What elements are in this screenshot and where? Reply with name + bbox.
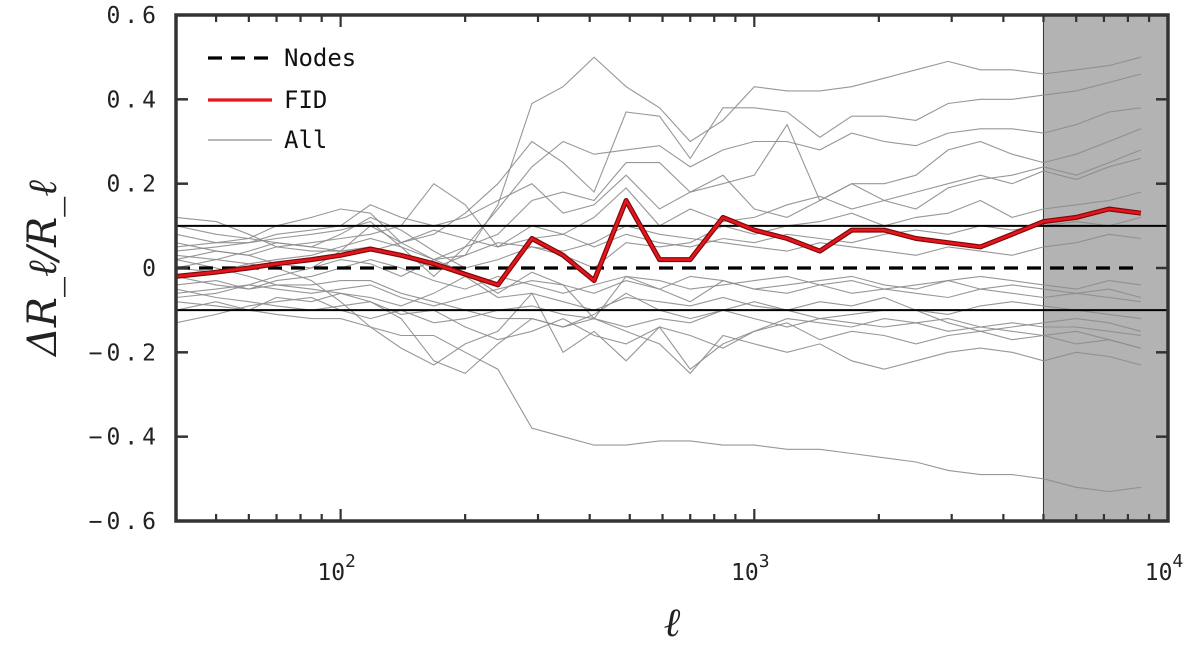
x-axis-label: ℓ xyxy=(664,600,681,646)
fid-line xyxy=(176,199,1142,287)
all-curve-line xyxy=(176,259,1142,375)
x-tick-label: 102 xyxy=(317,551,356,586)
plot-area xyxy=(176,15,1168,521)
all-curve-line xyxy=(176,275,1141,320)
y-tick-label: 0.4 xyxy=(106,87,160,113)
all-curve-line xyxy=(176,254,1141,370)
y-tick-label: −0.6 xyxy=(89,509,160,535)
y-tick-label: 0 xyxy=(142,256,160,282)
legend-label-all: All xyxy=(284,126,327,154)
all-curve-line xyxy=(176,288,1142,349)
legend-label-fid: FID xyxy=(284,86,327,114)
axis-labels: ℓ ΔR_ℓ/R_ℓ xyxy=(20,180,681,646)
legend-label-nodes: Nodes xyxy=(284,44,356,72)
y-tick-label: −0.4 xyxy=(89,425,160,451)
all-curve-line xyxy=(176,275,1141,307)
legend: Nodes FID All xyxy=(208,44,356,154)
x-tick-label: 104 xyxy=(1145,551,1184,586)
x-tick-label: 103 xyxy=(731,551,770,586)
all-curve-line xyxy=(176,149,1142,252)
y-tick-label: 0.6 xyxy=(106,3,160,29)
all-curve-line xyxy=(176,301,1141,493)
all-curve-line xyxy=(176,296,1142,349)
all-curve-line xyxy=(176,107,1141,278)
all-curve-line xyxy=(176,191,1142,269)
y-axis-label: ΔR_ℓ/R_ℓ xyxy=(20,180,66,358)
y-tick-label: 0.2 xyxy=(106,172,160,198)
all-curve-line xyxy=(176,73,1142,248)
y-tick-label: −0.2 xyxy=(89,340,160,366)
axes: 0.6 0.4 0.2 0 −0.2 −0.4 −0.6 102 103 104 xyxy=(89,3,1184,586)
all-curve-line xyxy=(176,225,1141,273)
